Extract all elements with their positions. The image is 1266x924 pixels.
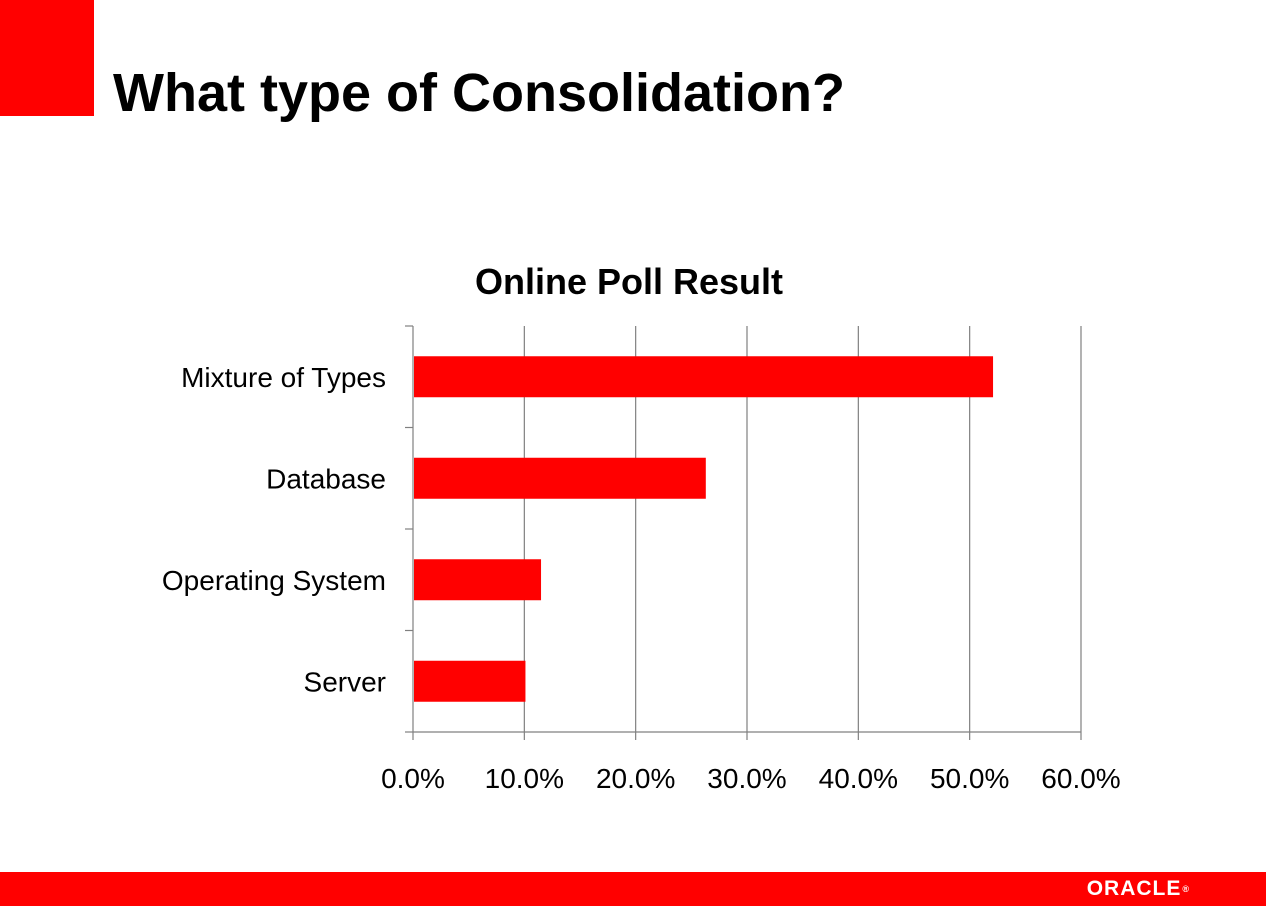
oracle-logo: ORACLE® <box>1087 877 1190 901</box>
bars <box>414 356 994 702</box>
logo-registered-mark: ® <box>1182 884 1190 894</box>
category-label: Server <box>304 666 386 697</box>
axes <box>405 325 1082 740</box>
x-tick-label: 30.0% <box>707 763 786 794</box>
bottom-brand-bar: ORACLE® <box>0 872 1266 906</box>
poll-bar-chart: Online Poll Result Mixture of Types Datab… <box>162 261 1121 794</box>
logo-text: ORACLE <box>1086 877 1182 900</box>
slide-title: What type of Consolidation? <box>113 63 845 123</box>
x-tick-label: 0.0% <box>381 763 445 794</box>
category-label: Database <box>266 463 386 494</box>
chart-title: Online Poll Result <box>475 261 783 302</box>
bar <box>414 660 526 702</box>
corner-accent-block <box>0 0 94 116</box>
bar <box>414 457 706 499</box>
x-tick-label: 20.0% <box>596 763 675 794</box>
bar <box>414 356 994 398</box>
category-label: Mixture of Types <box>181 362 386 393</box>
x-tick-label: 60.0% <box>1041 763 1120 794</box>
bar <box>414 559 542 601</box>
x-tick-label: 10.0% <box>485 763 564 794</box>
category-labels: Mixture of Types Database Operating System… <box>162 362 386 698</box>
x-tick-labels: 0.0% 10.0% 20.0% 30.0% 40.0% 50.0% 60.0% <box>381 763 1121 794</box>
x-tick-label: 50.0% <box>930 763 1009 794</box>
x-tick-label: 40.0% <box>819 763 898 794</box>
category-label: Operating System <box>162 565 386 596</box>
